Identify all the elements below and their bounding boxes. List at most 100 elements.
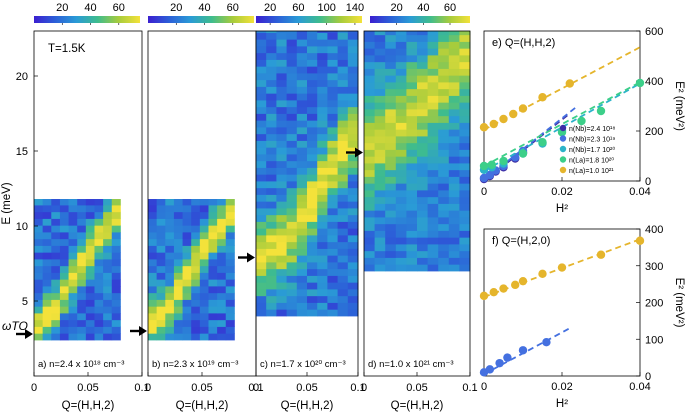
heatmap-cell <box>417 115 428 123</box>
heatmap-cell <box>459 55 471 63</box>
heatmap-cell <box>448 41 460 49</box>
heatmap-cell <box>256 66 267 74</box>
y-tick-label: 0 <box>645 176 651 188</box>
heatmap-cell <box>217 218 227 226</box>
heatmap-cell <box>296 127 308 135</box>
heatmap-cell <box>417 230 428 238</box>
heatmap-cell <box>374 41 386 49</box>
heatmap-cell <box>286 52 298 60</box>
heatmap-cell <box>296 113 308 121</box>
heatmap-cell <box>317 133 328 141</box>
y-axis-label: E (meV) <box>1 182 13 224</box>
heatmap-cell <box>417 203 428 211</box>
heatmap-cell <box>427 136 439 144</box>
heatmap-cell <box>256 32 267 40</box>
y-tick-label: 10 <box>16 221 28 233</box>
heatmap-cell <box>417 250 428 258</box>
heatmap-cell <box>337 127 349 135</box>
heatmap-cell <box>85 319 95 327</box>
heatmap-cell <box>103 265 113 273</box>
heatmap-cell <box>173 272 183 280</box>
heatmap-cell <box>385 122 397 130</box>
heatmap-cell <box>296 66 308 74</box>
colorbar-tick-label: 60 <box>227 2 239 14</box>
data-point <box>518 276 528 286</box>
heatmap-cell <box>148 199 158 206</box>
heatmap-cell <box>276 113 287 121</box>
heatmap-cell <box>51 299 61 307</box>
heatmap-cell <box>327 309 338 317</box>
heatmap-cell <box>385 102 397 110</box>
heatmap-cell <box>111 218 121 226</box>
heatmap-cell <box>395 183 407 191</box>
heatmap-cell <box>459 244 471 252</box>
heatmap-cell <box>327 221 338 229</box>
heatmap-cell <box>406 122 418 130</box>
heatmap-cell <box>296 194 308 202</box>
heatmap-cell <box>327 201 338 209</box>
heatmap-cell <box>208 225 218 233</box>
heatmap-cell <box>438 95 450 103</box>
heatmap-cell <box>34 259 44 267</box>
heatmap-cell <box>199 306 209 314</box>
heatmap-cell <box>199 286 209 294</box>
heatmap-cell <box>307 59 318 67</box>
heatmap-cell <box>276 235 287 243</box>
heatmap-cell <box>68 225 78 233</box>
heatmap-cell <box>417 190 428 198</box>
heatmap-cell <box>256 106 267 114</box>
heatmap-cell <box>256 194 267 202</box>
heatmap-cell <box>266 160 277 168</box>
heatmap-cell <box>438 115 450 123</box>
heatmap-cell <box>256 268 267 276</box>
heatmap-cell <box>85 292 95 300</box>
heatmap-cell <box>208 326 218 334</box>
heatmap-cell <box>448 149 460 157</box>
heatmap-cell <box>208 272 218 280</box>
heatmap-cell <box>307 228 318 236</box>
mode-arrow-head <box>247 252 255 263</box>
heatmap-cell <box>395 88 407 96</box>
heatmap-cell <box>459 163 471 171</box>
heatmap-cell <box>459 142 471 150</box>
heatmap-cell <box>217 225 227 233</box>
heatmap-cell <box>307 255 318 263</box>
heatmap-cell <box>448 48 460 56</box>
heatmap-cell <box>225 306 235 314</box>
heatmap-cell <box>199 218 209 226</box>
x-tick-label: 0 <box>481 186 487 198</box>
heatmap-cell <box>217 272 227 280</box>
heatmap-cell <box>347 248 359 256</box>
heatmap-cell <box>77 232 87 240</box>
heatmap-cell <box>427 95 439 103</box>
heatmap-cell <box>182 211 192 219</box>
heatmap-cell <box>385 183 397 191</box>
heatmap-cell <box>34 211 44 219</box>
heatmap-cell <box>364 122 375 130</box>
heatmap-cell <box>296 295 308 303</box>
heatmap-cell <box>347 167 359 175</box>
heatmap-cell <box>217 292 227 300</box>
data-point <box>485 170 495 180</box>
heatmap-cell <box>42 265 52 273</box>
heatmap-cell <box>77 199 87 206</box>
heatmap-cell <box>427 109 439 117</box>
heatmap-cell <box>276 221 287 229</box>
heatmap-cell <box>438 75 450 83</box>
heatmap-cell <box>459 264 471 272</box>
heatmap-cell <box>225 259 235 267</box>
heatmap-cell <box>256 248 267 256</box>
heatmap-cell <box>51 272 61 280</box>
heatmap-cell <box>111 211 121 219</box>
heatmap-cell <box>448 163 460 171</box>
heatmap-cell <box>438 190 450 198</box>
heatmap-cell <box>327 59 338 67</box>
y-tick-label: 300 <box>645 261 663 273</box>
heatmap-cell <box>77 272 87 280</box>
heatmap-cell <box>317 275 328 283</box>
heatmap-cell <box>417 48 428 56</box>
x-tick-label: 0 <box>253 382 259 394</box>
heatmap-cell <box>307 39 318 47</box>
heatmap-cell <box>148 299 158 307</box>
